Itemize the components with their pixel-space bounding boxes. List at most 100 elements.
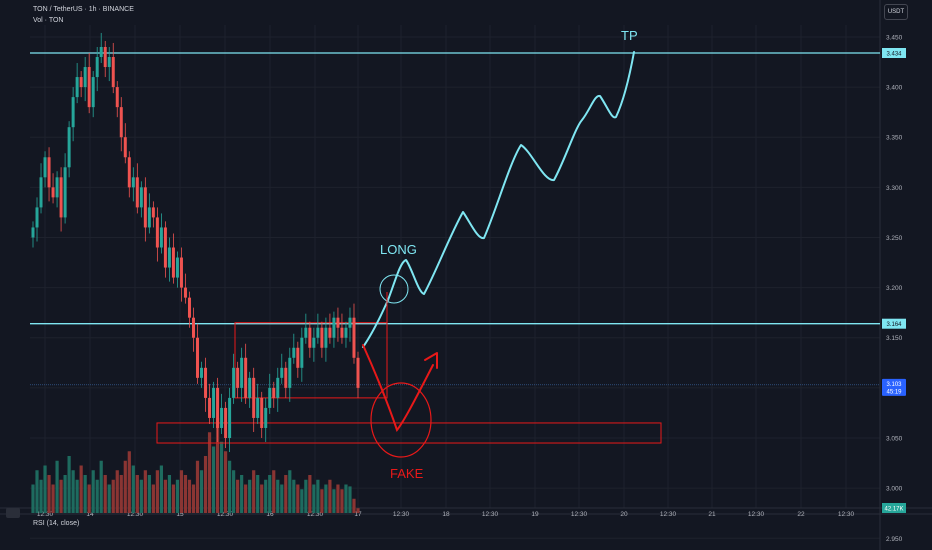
volume-bar — [163, 479, 168, 513]
candle-body — [200, 367, 204, 378]
x-tick-label: 17 — [354, 511, 362, 518]
volume-bar — [59, 479, 63, 513]
volume-bar — [195, 460, 200, 513]
volume-bar — [47, 475, 51, 513]
x-tick-label: 12:30 — [748, 511, 765, 518]
volume-bar — [256, 475, 260, 513]
volume-bar — [228, 460, 232, 513]
volume-bar — [312, 484, 316, 513]
candle-body — [328, 327, 332, 338]
current-price-badge — [882, 378, 906, 396]
x-tick-label: 22 — [797, 511, 805, 518]
volume-bar — [308, 475, 312, 513]
x-tick-label: 12:30 — [393, 511, 410, 518]
volume-bar — [284, 475, 288, 513]
candle-body — [296, 347, 300, 368]
volume-bar — [324, 484, 328, 513]
volume-bar — [304, 479, 308, 513]
candle-body — [260, 397, 264, 428]
volume-bar — [111, 479, 115, 513]
volume-bar — [232, 470, 236, 513]
symbol-line[interactable]: TON / TetherUS · 1h · BINANCE — [33, 6, 134, 13]
candle-body — [151, 207, 155, 218]
y-tick-label: 3.400 — [886, 85, 903, 92]
range-box — [234, 322, 388, 399]
volume-bar — [119, 475, 123, 513]
candle-body — [244, 357, 248, 398]
fake-move-path — [362, 344, 434, 433]
candle-body — [216, 387, 220, 428]
candle-body — [256, 397, 260, 418]
candle-body — [135, 177, 139, 208]
volume-bar — [67, 456, 71, 513]
candle-body — [236, 367, 240, 388]
candle-body — [179, 257, 183, 288]
candle-body — [107, 57, 111, 68]
volume-bar — [244, 484, 248, 513]
y-tick-label: 3.450 — [886, 34, 903, 41]
volume-bar — [127, 451, 131, 513]
candle-body — [99, 46, 103, 58]
volume-bar — [348, 486, 352, 513]
x-tick-label: 18 — [442, 511, 450, 518]
volume-bar — [211, 446, 216, 513]
candle-body — [272, 387, 276, 398]
volume-bar — [143, 470, 147, 513]
volume-bar — [288, 470, 292, 513]
volume-bar — [260, 484, 264, 513]
chart-logo-icon — [6, 508, 20, 518]
candle-body — [320, 327, 324, 348]
candle-body — [91, 77, 95, 108]
candle-body — [79, 77, 83, 88]
candle-body — [159, 227, 163, 248]
candle-body — [51, 187, 55, 198]
candle-body — [340, 327, 344, 338]
volume-bar — [51, 484, 55, 513]
arrow-head — [424, 352, 438, 369]
candle-body — [324, 327, 328, 348]
long-label: LONG — [380, 242, 417, 257]
candle-body — [59, 177, 63, 218]
volume-bar — [344, 484, 348, 513]
candle-body — [228, 397, 232, 438]
x-tick-label: 16 — [266, 511, 274, 518]
candle-body — [119, 107, 123, 138]
volume-bar — [99, 460, 103, 513]
price-line-badge — [882, 318, 906, 329]
y-tick-label: 3.000 — [886, 486, 903, 493]
y-tick-label: 3.150 — [886, 335, 903, 342]
x-tick-label: 14 — [86, 511, 94, 518]
candle-body — [171, 247, 175, 278]
volume-bar — [191, 484, 196, 513]
volume-bar — [300, 489, 304, 513]
fake-label: FAKE — [390, 466, 424, 481]
volume-bar — [167, 475, 172, 513]
candle-body — [240, 357, 244, 388]
candle-body — [252, 377, 256, 418]
volume-bar — [159, 465, 163, 513]
candle-body — [284, 367, 288, 388]
volume-bar — [43, 465, 47, 513]
candle-body — [204, 367, 208, 398]
volume-bar — [207, 432, 212, 513]
volume-bar — [87, 484, 91, 513]
volume-bar — [276, 479, 280, 513]
candle-body — [47, 157, 51, 188]
candle-body — [264, 407, 268, 428]
volume-bar — [292, 479, 296, 513]
volume-indicator-label[interactable]: Vol · TON — [33, 17, 64, 24]
volume-bar — [187, 479, 192, 513]
volume-bar — [336, 484, 340, 513]
x-tick-label: 19 — [531, 511, 539, 518]
volume-bar — [320, 489, 324, 513]
volume-bar — [71, 470, 75, 513]
rsi-indicator-label[interactable]: RSI (14, close) — [33, 520, 80, 527]
volume-bar — [131, 465, 135, 513]
candle-body — [43, 157, 47, 178]
y-tick-label: 2.950 — [886, 536, 903, 543]
x-tick-label: 12:30 — [37, 511, 54, 518]
candle-body — [183, 287, 187, 298]
currency-button[interactable]: USDT — [884, 4, 908, 20]
candle-body — [103, 46, 107, 68]
